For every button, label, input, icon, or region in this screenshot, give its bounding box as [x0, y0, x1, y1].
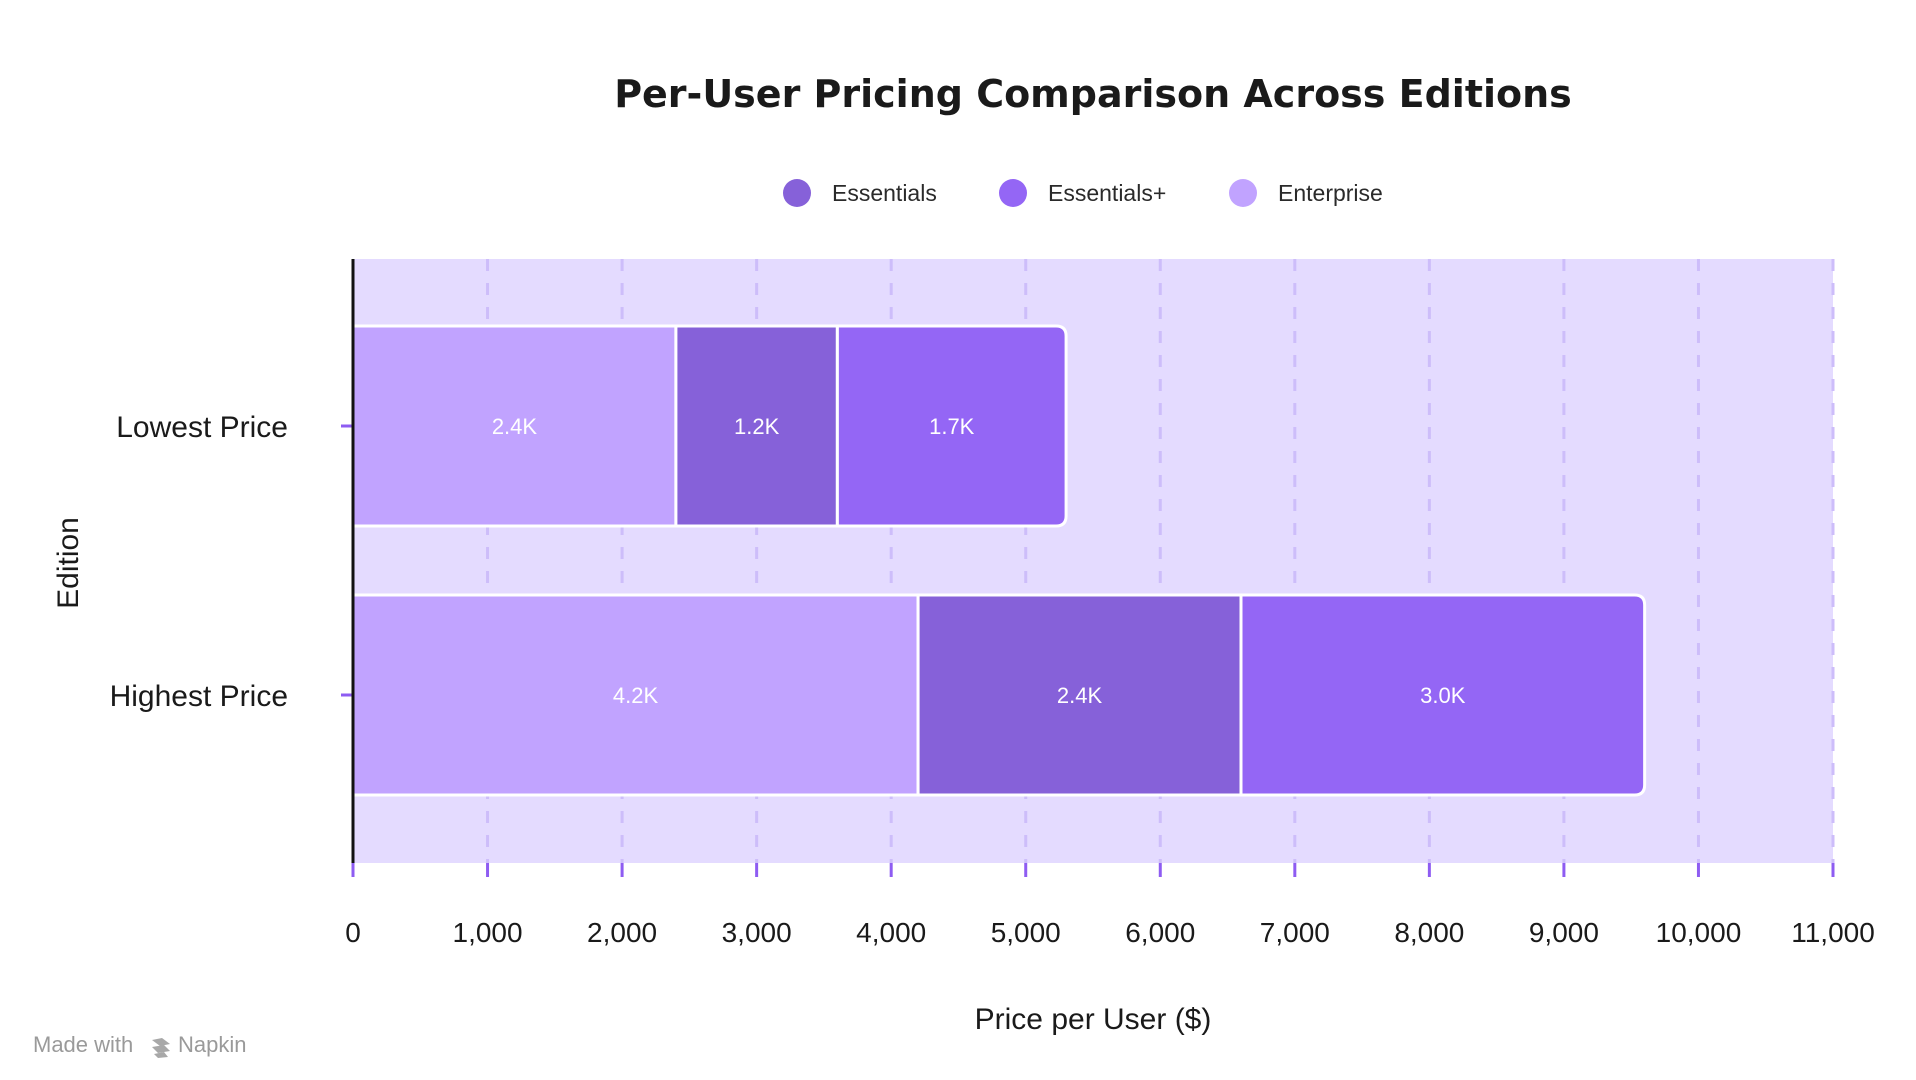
category-label: Highest Price — [110, 680, 288, 713]
x-tick-label: 3,000 — [722, 917, 792, 948]
legend-swatch — [1229, 179, 1257, 207]
x-tick-label: 11,000 — [1791, 917, 1875, 948]
bar-segment — [1239, 593, 1647, 797]
bar-segment — [835, 324, 1068, 528]
legend-label: Essentials — [832, 180, 937, 206]
bar-value-label: 2.4K — [1057, 683, 1103, 708]
category-label: Lowest Price — [116, 411, 288, 444]
bar-value-label: 2.4K — [492, 414, 538, 439]
watermark-brand: Napkin — [178, 1032, 246, 1057]
y-axis-categories: Lowest Price Highest Price — [110, 411, 353, 713]
x-axis-ticks: 0 1,000 2,000 3,000 4,000 5,000 6,000 7,000 8,00… — [345, 863, 1875, 948]
x-tick-label: 9,000 — [1529, 917, 1599, 948]
x-tick-label: 5,000 — [991, 917, 1061, 948]
legend-label: Essentials+ — [1048, 180, 1166, 206]
x-tick-label: 2,000 — [587, 917, 657, 948]
bar-value-label: 1.2K — [734, 414, 780, 439]
watermark: Made with Napkin — [33, 1032, 246, 1058]
x-tick-label: 8,000 — [1394, 917, 1464, 948]
bar-value-label: 4.2K — [613, 683, 659, 708]
legend-swatch — [783, 179, 811, 207]
legend-swatch — [999, 179, 1027, 207]
y-axis-title: Edition — [52, 517, 85, 609]
x-tick-label: 4,000 — [856, 917, 926, 948]
bars: 2.4K 1.2K 1.7K 4.2K 2.4K 3.0K — [351, 324, 1647, 797]
x-axis-title: Price per User ($) — [975, 1003, 1212, 1036]
legend: Essentials Essentials+ Enterprise — [783, 179, 1383, 207]
napkin-logo-icon — [152, 1038, 170, 1058]
chart-title: Per-User Pricing Comparison Across Editi… — [614, 72, 1572, 116]
x-tick-label: 10,000 — [1656, 917, 1742, 948]
bar-value-label: 3.0K — [1420, 683, 1466, 708]
x-tick-label: 7,000 — [1260, 917, 1330, 948]
x-tick-label: 1,000 — [453, 917, 523, 948]
legend-label: Enterprise — [1278, 180, 1383, 206]
bar-value-label: 1.7K — [929, 414, 975, 439]
watermark-prefix: Made with — [33, 1032, 133, 1057]
x-tick-label: 0 — [345, 917, 361, 948]
x-tick-label: 6,000 — [1125, 917, 1195, 948]
